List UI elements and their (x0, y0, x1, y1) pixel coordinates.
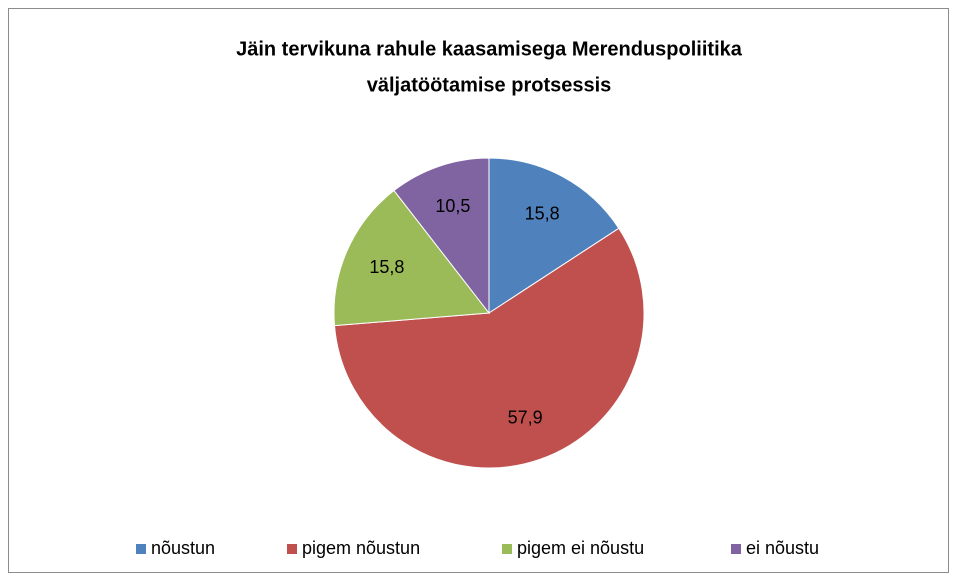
pie-slice (393, 157, 490, 315)
pie-slice (333, 227, 645, 469)
chart-title: Jäin tervikuna rahule kaasamisega Merend… (236, 38, 743, 60)
legend-swatch (502, 544, 512, 554)
legend-swatch (136, 544, 146, 554)
legend-label: nõustun (151, 538, 215, 558)
chart-title: väljatöötamise protsessis (367, 74, 612, 96)
data-label: 10,5 (435, 196, 470, 216)
legend-label: pigem ei nõustu (517, 538, 644, 558)
pie-slice (333, 189, 490, 327)
data-label: 15,8 (525, 204, 560, 224)
legend-swatch (287, 544, 297, 554)
legend-swatch (731, 544, 741, 554)
pie-slice (488, 157, 620, 314)
data-label: 57,9 (508, 407, 543, 427)
legend-label: ei nõustu (746, 538, 819, 558)
data-label: 15,8 (369, 257, 404, 277)
legend-label: pigem nõustun (302, 538, 420, 558)
